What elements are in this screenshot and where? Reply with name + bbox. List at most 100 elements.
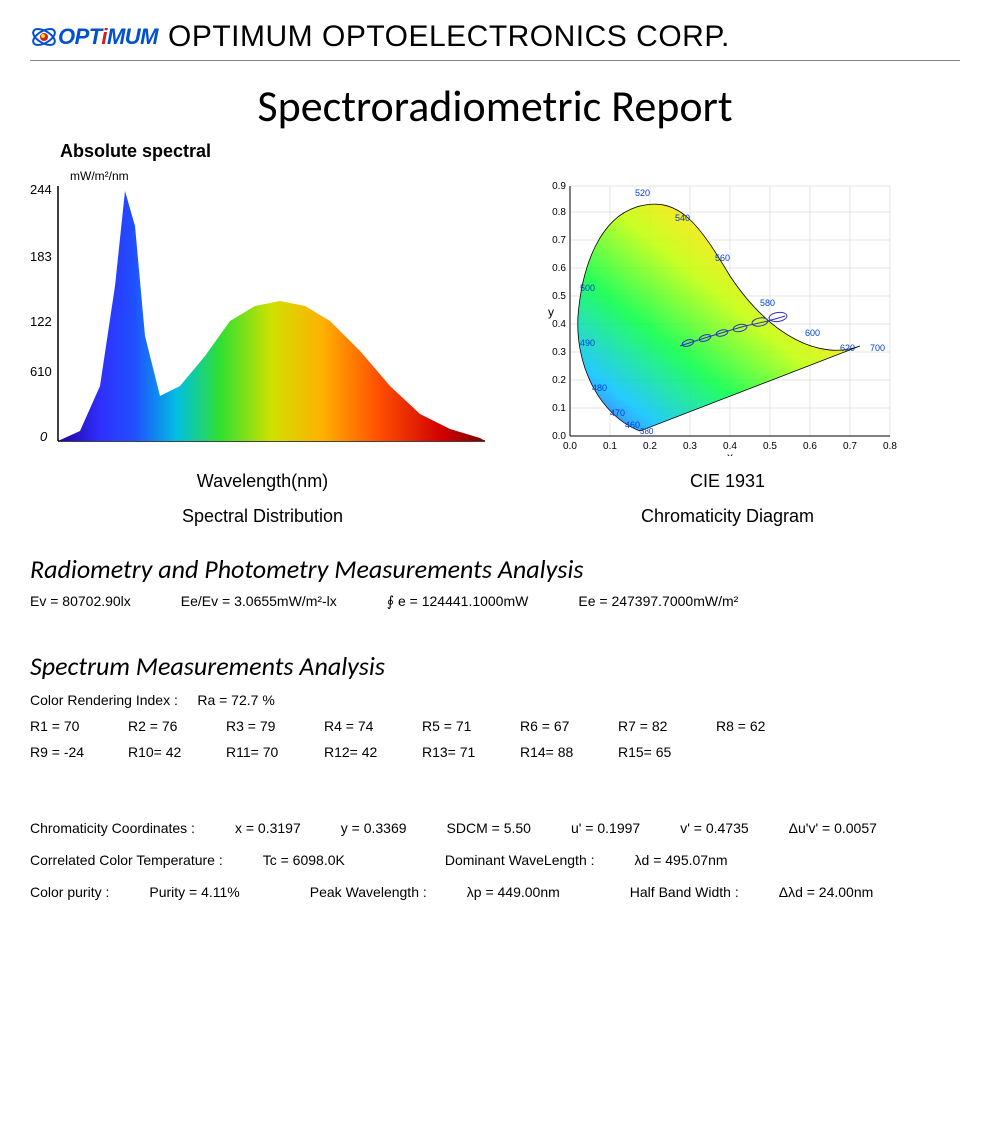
chromaticity-line: Chromaticity Coordinates : x = 0.3197 y … xyxy=(30,820,960,836)
ee-value: Ee = 247397.7000mW/m² xyxy=(578,593,738,610)
spectral-svg: mW/m²/nm 244 183 122 610 0 xyxy=(30,166,490,456)
r-value: R11= 70 xyxy=(226,744,298,760)
spectral-chart: mW/m²/nm 244 183 122 610 0 xyxy=(30,166,490,461)
svg-text:560: 560 xyxy=(715,253,730,263)
hbw-label: Half Band Width : xyxy=(630,884,739,900)
chroma-sdcm: SDCM = 5.50 xyxy=(447,820,531,836)
phi-e-value: ∮ e = 124441.1000mW xyxy=(387,593,529,610)
logo: OPTiMUM xyxy=(30,23,158,51)
svg-text:0.7: 0.7 xyxy=(552,235,566,246)
y-unit: mW/m²/nm xyxy=(70,169,129,183)
chroma-duv: Δu'v' = 0.0057 xyxy=(789,820,877,836)
ee-ev-value: Ee/Ev = 3.0655mW/m²-lx xyxy=(181,593,337,610)
svg-text:0.5: 0.5 xyxy=(552,291,566,302)
svg-text:0.5: 0.5 xyxy=(763,441,777,452)
header: OPTiMUM OPTIMUM OPTOELECTRONICS CORP. xyxy=(30,20,960,61)
svg-text:380: 380 xyxy=(640,427,654,436)
svg-text:490: 490 xyxy=(580,338,595,348)
svg-text:0.3: 0.3 xyxy=(552,347,566,358)
r-value: R2 = 76 xyxy=(128,718,200,734)
svg-text:183: 183 xyxy=(30,249,52,264)
purity-label: Color purity : xyxy=(30,884,109,900)
chroma-y: y = 0.3369 xyxy=(341,820,407,836)
svg-text:610: 610 xyxy=(30,364,52,379)
cie-svg: 0.00.10.2 0.30.40.5 0.60.70.8 0.00.10.2 … xyxy=(530,166,930,456)
r-value: R13= 71 xyxy=(422,744,494,760)
svg-text:0.6: 0.6 xyxy=(552,263,566,274)
r-value: R14= 88 xyxy=(520,744,592,760)
svg-text:0.9: 0.9 xyxy=(552,181,566,192)
logo-icon xyxy=(30,23,58,51)
spectral-curve xyxy=(58,191,485,441)
svg-text:620: 620 xyxy=(840,343,855,353)
svg-text:580: 580 xyxy=(760,298,775,308)
logo-text: OPTiMUM xyxy=(58,24,158,50)
svg-text:0.8: 0.8 xyxy=(883,441,897,452)
svg-text:0.6: 0.6 xyxy=(803,441,817,452)
r-value: R9 = -24 xyxy=(30,744,102,760)
r-value: R6 = 67 xyxy=(520,718,592,734)
cct-line: Correlated Color Temperature : Tc = 6098… xyxy=(30,852,960,868)
cct-label: Correlated Color Temperature : xyxy=(30,852,223,868)
chroma-v: v' = 0.4735 xyxy=(680,820,748,836)
svg-text:540: 540 xyxy=(675,213,690,223)
svg-text:500: 500 xyxy=(580,283,595,293)
r-value: R15= 65 xyxy=(618,744,690,760)
spectrum-title: Spectrum Measurements Analysis xyxy=(30,650,960,682)
r-value: R5 = 71 xyxy=(422,718,494,734)
cie-chart: 0.00.10.2 0.30.40.5 0.60.70.8 0.00.10.2 … xyxy=(530,166,930,461)
svg-text:x: x xyxy=(727,450,733,456)
chroma-u: u' = 0.1997 xyxy=(571,820,640,836)
svg-text:0.3: 0.3 xyxy=(683,441,697,452)
svg-text:460: 460 xyxy=(625,420,640,430)
svg-text:0.0: 0.0 xyxy=(563,441,577,452)
svg-text:0.1: 0.1 xyxy=(552,403,566,414)
cie-horseshoe xyxy=(578,204,860,431)
hbw-value: Δλd = 24.00nm xyxy=(779,884,874,900)
r-values-row1: R1 = 70R2 = 76R3 = 79R4 = 74R5 = 71R6 = … xyxy=(30,718,960,734)
radiometry-values: Ev = 80702.90lx Ee/Ev = 3.0655mW/m²-lx ∮… xyxy=(30,593,960,610)
chroma-label: Chromaticity Coordinates : xyxy=(30,820,195,836)
svg-text:0.0: 0.0 xyxy=(552,431,566,442)
spectral-caption: Spectral Distribution xyxy=(30,506,495,527)
r-value: R10= 42 xyxy=(128,744,200,760)
svg-text:0.4: 0.4 xyxy=(552,319,566,330)
r-value: R7 = 82 xyxy=(618,718,690,734)
svg-text:0.2: 0.2 xyxy=(643,441,657,452)
svg-text:0.8: 0.8 xyxy=(552,207,566,218)
absolute-spectral-label: Absolute spectral xyxy=(60,141,960,162)
svg-text:0.7: 0.7 xyxy=(843,441,857,452)
svg-text:600: 600 xyxy=(805,328,820,338)
dom-label: Dominant WaveLength : xyxy=(445,852,595,868)
peak-label: Peak Wavelength : xyxy=(310,884,427,900)
svg-text:122: 122 xyxy=(30,314,52,329)
cie-caption: Chromaticity Diagram xyxy=(495,506,960,527)
ra-value: Ra = 72.7 % xyxy=(197,692,274,708)
peak-value: λp = 449.00nm xyxy=(467,884,560,900)
r-value: R8 = 62 xyxy=(716,718,788,734)
svg-text:700: 700 xyxy=(870,343,885,353)
svg-text:0: 0 xyxy=(40,429,48,444)
charts-row: mW/m²/nm 244 183 122 610 0 xyxy=(30,166,960,461)
radiometry-title: Radiometry and Photometry Measurements A… xyxy=(30,553,960,585)
r-values-row2: R9 = -24 R10= 42 R11= 70 R12= 42 R13= 71 R14=… xyxy=(30,744,960,760)
cie-xlabel: CIE 1931 xyxy=(495,471,960,492)
cri-label: Color Rendering Index : xyxy=(30,692,178,708)
svg-text:244: 244 xyxy=(30,182,52,197)
svg-text:520: 520 xyxy=(635,188,650,198)
chart-captions: Spectral Distribution Chromaticity Diagr… xyxy=(30,506,960,527)
company-name: OPTIMUM OPTOELECTRONICS CORP. xyxy=(168,20,730,54)
ev-value: Ev = 80702.90lx xyxy=(30,593,131,610)
svg-text:480: 480 xyxy=(592,383,607,393)
purity-value: Purity = 4.11% xyxy=(149,884,239,900)
svg-text:0.1: 0.1 xyxy=(603,441,617,452)
r-value: R12= 42 xyxy=(324,744,396,760)
r-value: R3 = 79 xyxy=(226,718,298,734)
chroma-x: x = 0.3197 xyxy=(235,820,301,836)
cri-line: Color Rendering Index : Ra = 72.7 % xyxy=(30,692,960,708)
r-value: R4 = 74 xyxy=(324,718,396,734)
purity-line: Color purity : Purity = 4.11% Peak Wavel… xyxy=(30,884,960,900)
cct-tc: Tc = 6098.0K xyxy=(263,852,345,868)
report-title: Spectroradiometric Report xyxy=(30,79,960,133)
svg-text:0.2: 0.2 xyxy=(552,375,566,386)
